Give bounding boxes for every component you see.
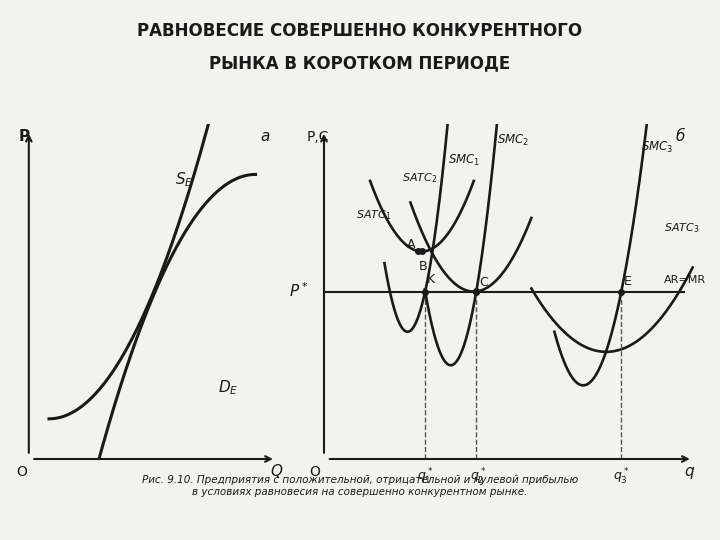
Text: $q_3^*$: $q_3^*$ [613,467,629,487]
Text: $S_E$: $S_E$ [175,171,194,189]
Text: q: q [684,464,693,479]
Text: $SATC_2$: $SATC_2$ [402,171,437,185]
Text: A: A [406,238,415,251]
Text: $SMC_2$: $SMC_2$ [497,133,529,148]
Text: AR=MR: AR=MR [664,275,706,285]
Text: P,C: P,C [307,130,329,144]
Text: E: E [624,275,632,288]
Text: $SATC_3$: $SATC_3$ [664,221,699,235]
Text: C: C [479,276,488,289]
Text: O: O [17,465,27,479]
Text: б: б [675,129,685,144]
Text: $P^*$: $P^*$ [289,281,309,300]
Text: $q_1^*$: $q_1^*$ [416,467,433,487]
Text: $SMC_1$: $SMC_1$ [448,153,480,168]
Text: $q_2^*$: $q_2^*$ [470,467,487,487]
Text: P: P [19,129,30,144]
Text: O: O [310,465,320,479]
Text: Q: Q [271,464,283,479]
Text: Рис. 9.10. Предприятия с положительной, отрицательной и нулевой прибылью
в услов: Рис. 9.10. Предприятия с положительной, … [142,475,578,497]
Text: $SATC_1$: $SATC_1$ [356,208,391,222]
Text: B: B [419,260,428,273]
Text: а: а [261,129,270,144]
Text: $SMC_3$: $SMC_3$ [641,140,673,155]
Text: K: K [426,273,435,286]
Text: РЫНКА В КОРОТКОМ ПЕРИОДЕ: РЫНКА В КОРОТКОМ ПЕРИОДЕ [210,54,510,72]
Text: РАВНОВЕСИЕ СОВЕРШЕННО КОНКУРЕНТНОГО: РАВНОВЕСИЕ СОВЕРШЕННО КОНКУРЕНТНОГО [138,22,582,39]
Text: $D_E$: $D_E$ [217,378,238,397]
